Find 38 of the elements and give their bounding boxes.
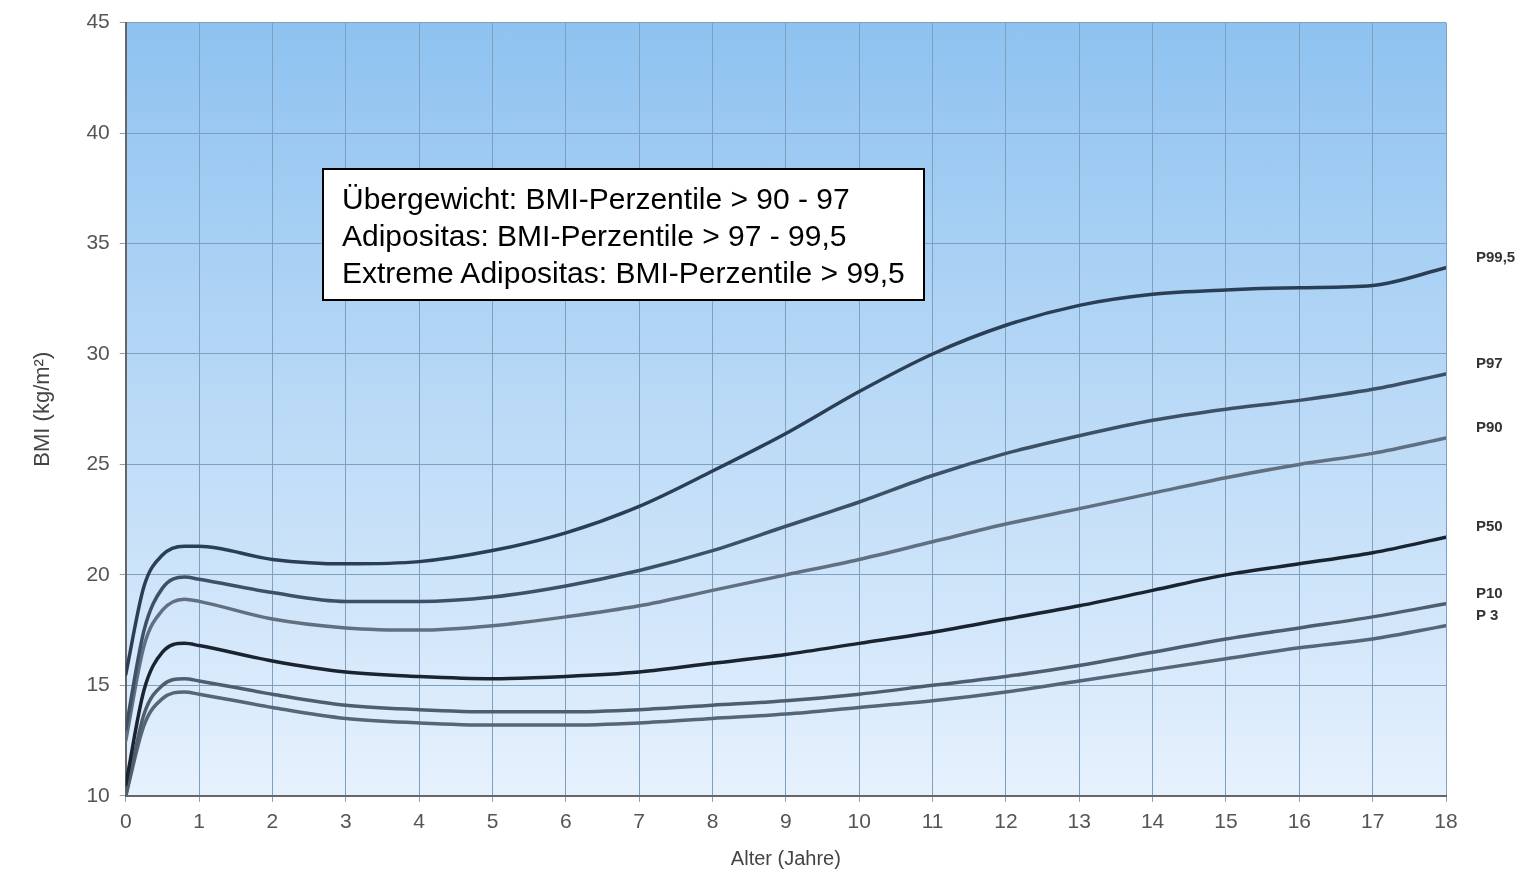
text: P 3	[1476, 605, 1499, 623]
y-axis-title: BMI (kg/m²)	[29, 351, 55, 467]
x-tick-label: 12	[994, 809, 1018, 833]
y-tick-label: 10	[86, 782, 110, 806]
y-tick-label: 45	[86, 9, 110, 33]
annotation: Adipositas: BMI-Perzentile > 97 - 99,5	[342, 218, 848, 254]
y-tick-label: 40	[86, 119, 110, 143]
x-tick-label: 2	[266, 809, 279, 833]
annotation: Übergewicht: BMI-Perzentile > 90 - 97	[342, 181, 851, 217]
x-tick-label: 6	[560, 809, 572, 833]
x-tick-label: 13	[1067, 809, 1091, 833]
x-tick-label: 7	[633, 809, 646, 833]
y-tick-label: 35	[86, 230, 110, 254]
x-tick-label: 10	[847, 809, 871, 833]
text: P50	[1476, 517, 1503, 535]
x-tick-label: 5	[486, 809, 499, 833]
y-tick-label: 25	[86, 451, 110, 475]
text: P90	[1476, 418, 1503, 436]
x-axis-title: Alter (Jahre)	[730, 846, 841, 869]
x-tick-label: 9	[780, 809, 792, 833]
y-tick-label: 30	[86, 340, 110, 364]
x-tick-label: 4	[413, 809, 426, 833]
x-tick-label: 17	[1360, 809, 1385, 833]
x-tick-label: 15	[1214, 809, 1238, 833]
x-tick-label: 16	[1287, 809, 1311, 833]
x-tick-label: 11	[921, 809, 944, 833]
annotation: Extreme Adipositas: BMI-Perzentile > 99,5	[342, 255, 905, 291]
y-tick-label: 20	[86, 561, 110, 585]
x-tick-label: 8	[706, 809, 719, 833]
text: P97	[1476, 353, 1503, 371]
x-tick-label: 18	[1434, 809, 1458, 833]
x-tick-label: 14	[1140, 809, 1165, 833]
y-tick-label: 15	[86, 672, 110, 696]
x-tick-label: 3	[339, 809, 352, 833]
x-tick-label: 0	[119, 809, 132, 833]
text: P99,5	[1476, 247, 1516, 265]
text: P10	[1476, 583, 1503, 601]
x-tick-label: 1	[193, 809, 205, 833]
